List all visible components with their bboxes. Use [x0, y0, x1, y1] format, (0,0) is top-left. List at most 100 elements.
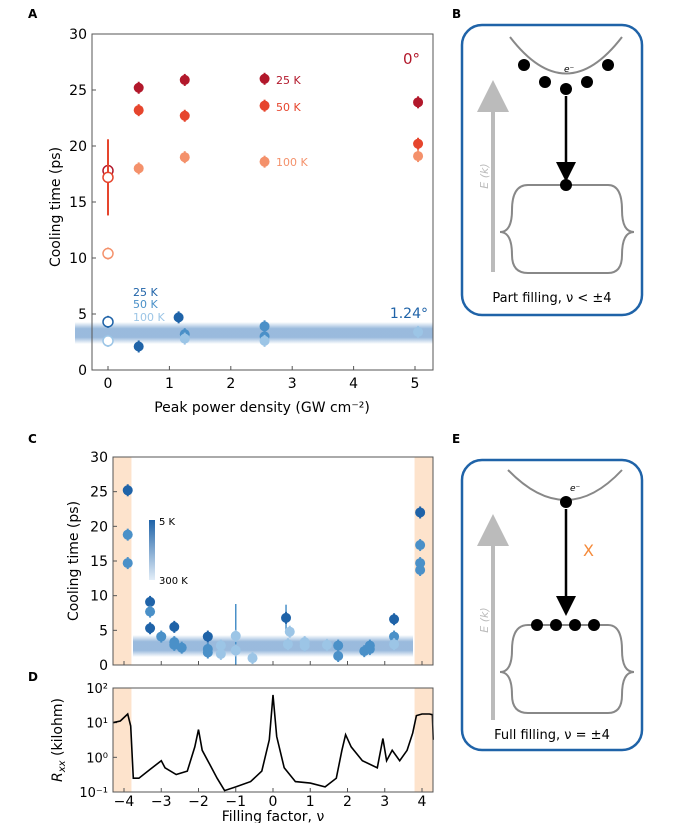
y-axis-label: Cooling time (ps)	[48, 147, 64, 267]
panel-label-a: A	[28, 7, 38, 21]
y-tick-label: 20	[69, 139, 87, 155]
panel-a-chart: 0 1 2 3 4 5 0 5 10 15 20 25 30 Cooling time (ps) Pea…	[48, 27, 434, 416]
full-filling-region	[112, 457, 132, 665]
x-tick-label: 1	[306, 794, 315, 810]
data-point	[133, 341, 144, 352]
y-tick-label: 5	[78, 307, 87, 323]
upper-band	[507, 469, 623, 501]
y-axis-label: Rxx (kilohm)	[50, 698, 68, 782]
full-filling-region	[414, 688, 434, 792]
data-point	[413, 326, 424, 337]
y-tick-label: 0	[99, 658, 108, 674]
lower-band	[499, 184, 635, 274]
plot-frame	[91, 33, 434, 371]
data-point	[169, 621, 180, 632]
data-point	[364, 640, 375, 651]
x-axis-label: Peak power density (GW cm⁻²)	[154, 400, 370, 416]
data-point	[145, 596, 156, 607]
data-point	[389, 639, 400, 650]
y-tick-label: 30	[90, 450, 108, 466]
data-point	[259, 100, 270, 111]
diagram-e-full-filling: e⁻ X E (k) Full filling, ν = ±4	[460, 458, 644, 752]
y-tick-label: 10	[90, 589, 108, 605]
y-tick-label: 10⁰	[86, 751, 108, 766]
caption: Part filling, ν < ±4	[492, 291, 611, 306]
data-point	[133, 163, 144, 174]
colorbar-bottom-label: 300 K	[159, 576, 188, 587]
y-tick-label: 25	[69, 83, 87, 99]
plot-frame	[112, 456, 434, 666]
angle-label-124: 1.24°	[390, 306, 428, 322]
data-point	[202, 647, 213, 658]
data-point	[259, 321, 270, 332]
data-point	[413, 138, 424, 149]
x-tick-label: 2	[343, 794, 352, 810]
data-point	[176, 642, 187, 653]
data-point	[133, 82, 144, 93]
data-point	[259, 335, 270, 346]
data-point	[389, 631, 400, 642]
y-tick-label: 10²	[86, 682, 108, 697]
data-point	[230, 630, 241, 641]
y-tick-label: 15	[69, 195, 87, 211]
data-point	[133, 105, 144, 116]
energy-axis-label: E (k)	[478, 163, 491, 188]
electrons	[531, 496, 600, 631]
legend-100k-blue: 100 K	[133, 311, 165, 324]
data-point	[215, 648, 226, 659]
data-point	[122, 485, 133, 496]
data-point	[173, 312, 184, 323]
temperature-colorbar	[149, 520, 155, 580]
data-point	[179, 333, 190, 344]
data-point	[299, 640, 310, 651]
legend-25k-red: 25 K	[276, 74, 301, 87]
electrons	[518, 59, 614, 191]
y-tick-label: 20	[90, 519, 108, 535]
x-axis-label: Filling factor, ν	[222, 809, 325, 823]
y-tick-label: 10⁻¹	[79, 786, 108, 801]
x-tick-label: 3	[380, 794, 389, 810]
rxx-curve	[112, 694, 434, 792]
panel-label-b: B	[452, 7, 461, 21]
legend-25k-blue: 25 K	[133, 286, 158, 299]
data-point-open	[102, 316, 114, 328]
data-point	[230, 645, 241, 656]
data-point	[284, 626, 295, 637]
upper-band	[509, 36, 623, 75]
data-point	[415, 558, 426, 569]
panel-label-d: D	[28, 670, 38, 684]
y-tick-label: 5	[99, 623, 108, 639]
x-tick-label: 4	[418, 794, 427, 810]
legend-100k-red: 100 K	[276, 156, 308, 169]
data-point	[179, 152, 190, 163]
data-point	[389, 614, 400, 625]
x-tick-label: −2	[188, 794, 209, 810]
x-tick-label: 3	[288, 376, 297, 392]
data-point	[282, 639, 293, 650]
x-tick-label: 2	[226, 376, 235, 392]
angle-label-0: 0°	[403, 50, 420, 68]
data-point	[247, 653, 258, 664]
data-point	[415, 507, 426, 518]
data-point	[179, 74, 190, 85]
data-point-open	[102, 171, 114, 184]
data-point	[202, 631, 213, 642]
data-point	[122, 558, 133, 569]
average-band	[75, 322, 433, 344]
panel-c-chart: 0 5 10 15 20 25 30 Cooling time (ps) 5 K 300 K	[66, 450, 434, 674]
data-point	[333, 650, 344, 661]
panel-label-c: C	[28, 432, 37, 446]
data-point	[259, 156, 270, 167]
data-point	[413, 151, 424, 162]
y-tick-label: 0	[78, 363, 87, 379]
data-point	[145, 623, 156, 634]
panel-label-e: E	[452, 432, 460, 446]
x-tick-label: 4	[349, 376, 358, 392]
x-tick-label: −4	[114, 794, 135, 810]
y-axis-label: Cooling time (ps)	[66, 501, 82, 621]
data-point	[122, 529, 133, 540]
y-tick-label: 15	[90, 554, 108, 570]
electron-label: e⁻	[564, 65, 575, 75]
